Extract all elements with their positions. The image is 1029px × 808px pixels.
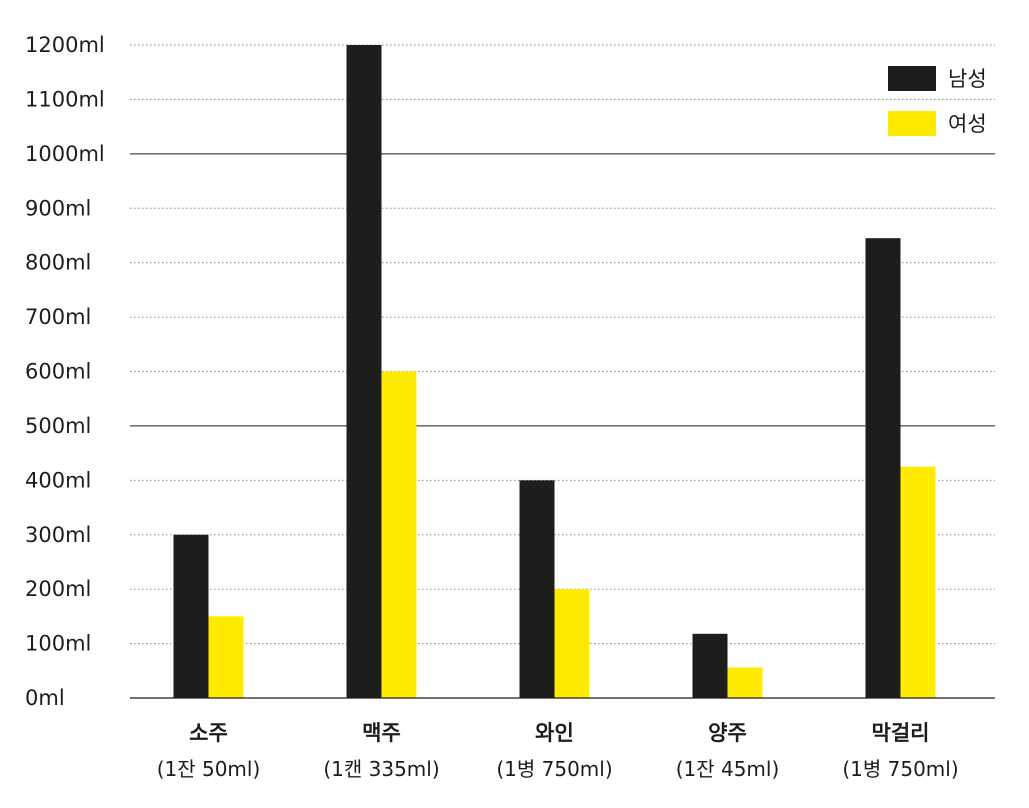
category-sublabel: (1잔 50ml) [157,757,261,781]
bar-male-0 [173,534,209,698]
y-tick-label: 200ml [25,577,91,601]
y-tick-label: 500ml [25,414,91,438]
y-tick-label: 600ml [25,360,91,384]
bars [173,45,936,698]
x-axis-category-labels: 소주 (1잔 50ml) 맥주 (1캔 335ml) 와인 (1병 750ml) 양주 (1잔… [157,721,959,781]
y-axis-tick-labels: 0ml 100ml 200ml 300ml 400ml 500ml 600ml 700ml 80… [25,33,105,710]
bar-male-2 [519,480,555,698]
legend-label-male: 남성 [948,67,987,91]
bar-male-3 [692,633,728,698]
bar-female-2 [554,589,590,698]
y-tick-label: 1100ml [25,87,105,111]
category-label: 맥주 [362,721,401,745]
y-tick-label: 700ml [25,305,91,329]
gridlines [130,44,995,645]
bar-female-3 [727,667,763,698]
legend-swatch-female [888,111,936,136]
category-sublabel: (1병 750ml) [496,757,612,781]
y-tick-label: 100ml [25,632,91,656]
category-sublabel: (1캔 335ml) [323,757,439,781]
y-tick-label: 0ml [25,686,65,710]
legend-label-female: 여성 [948,112,987,136]
y-tick-label: 1200ml [25,33,105,57]
category-label: 와인 [535,721,574,745]
category-label: 양주 [708,721,747,745]
y-tick-label: 1000ml [25,142,105,166]
y-tick-label: 300ml [25,523,91,547]
bar-male-4 [865,238,901,698]
category-label: 막걸리 [872,721,930,745]
bar-male-1 [346,45,382,698]
y-tick-label: 900ml [25,196,91,220]
category-sublabel: (1잔 45ml) [676,757,780,781]
y-tick-label: 800ml [25,251,91,275]
category-label: 소주 [189,721,228,745]
category-sublabel: (1병 750ml) [842,757,958,781]
bar-female-0 [208,616,244,698]
legend-swatch-male [888,66,936,91]
y-tick-label: 400ml [25,468,91,492]
bar-female-4 [900,466,936,698]
bar-female-1 [381,371,417,698]
